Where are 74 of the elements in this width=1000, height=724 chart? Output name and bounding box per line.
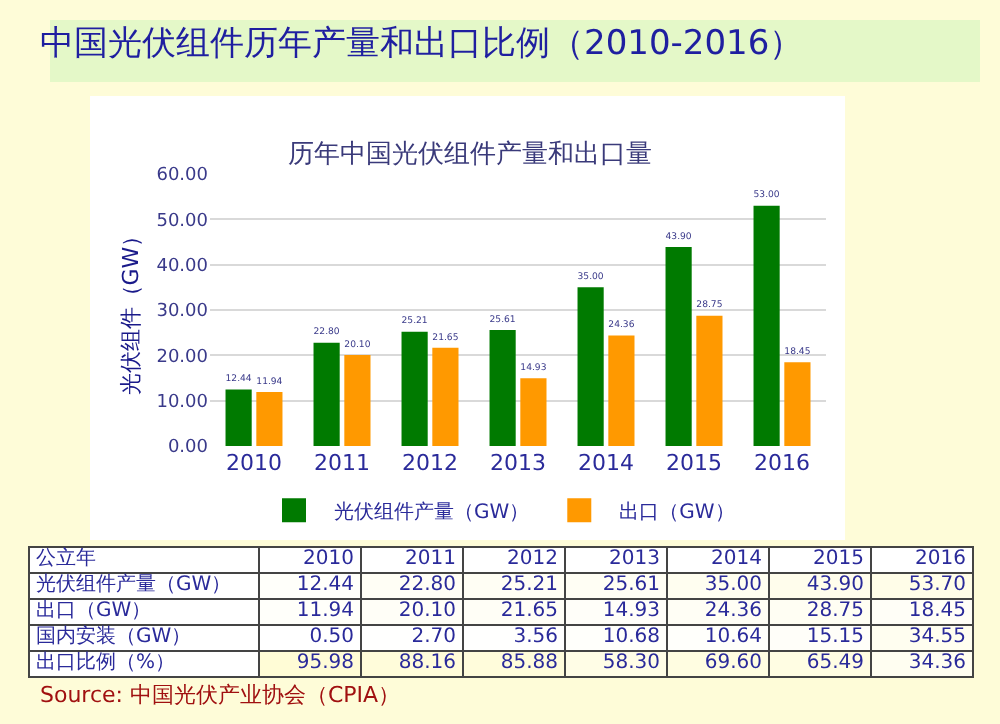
data-label: 14.93 — [565, 599, 667, 625]
chart-title: 中国光伏组件历年产量和出口比例（2010-2016） — [40, 23, 804, 64]
x-tick-label: 2010 — [259, 547, 361, 573]
data-label: 0.50 — [259, 625, 361, 651]
y-tick-label: 出口比例（%） — [29, 651, 259, 677]
data-label: 2.70 — [361, 625, 463, 651]
data-label: 65.49 — [769, 651, 871, 677]
y-tick-label: 出口（GW） — [29, 599, 259, 625]
y-tick-label: 30.00 — [156, 302, 209, 323]
data-label: 28.75 — [769, 599, 871, 625]
data-label: 15.15 — [769, 625, 871, 651]
chart-subtitle: 历年中国光伏组件产量和出口量 — [288, 140, 652, 170]
y-tick-label: 10.00 — [156, 392, 209, 413]
data-label: 18.45 — [871, 599, 973, 625]
data-label: 95.98 — [259, 651, 361, 677]
data-label: 34.36 — [871, 651, 973, 677]
y-tick-label: 0.00 — [167, 438, 209, 459]
data-label: 3.56 — [463, 625, 565, 651]
y-tick-label: 40.00 — [156, 256, 209, 277]
x-tick-label: 2012 — [463, 547, 565, 573]
x-tick-label: 2015 — [769, 547, 871, 573]
data-label: 34.55 — [871, 625, 973, 651]
x-tick-label: 2016 — [754, 450, 810, 476]
y-axis-title: 光伏组件（GW） — [117, 224, 144, 396]
x-tick-label: 2014 — [578, 450, 634, 476]
bar — [608, 335, 635, 446]
data-label: 85.88 — [463, 651, 565, 677]
data-label: 12.44 — [259, 573, 361, 599]
data-label: 43.90 — [769, 573, 871, 599]
legend-label: 光伏组件产量（GW） — [334, 500, 530, 525]
x-tick-label: 2014 — [667, 547, 769, 573]
data-label: 10.64 — [667, 625, 769, 651]
x-tick-label: 2016 — [871, 547, 973, 573]
source-note: Source: 中国光伏产业协会（CPIA） — [40, 682, 401, 710]
data-label: 25.21 — [463, 573, 565, 599]
x-tick-label: 2013 — [490, 450, 546, 476]
data-label: 20.10 — [361, 599, 463, 625]
x-tick-label: 2015 — [666, 450, 722, 476]
y-tick-label: 50.00 — [156, 211, 209, 232]
bar — [784, 362, 811, 446]
bar — [520, 378, 547, 446]
data-label: 35.00 — [667, 573, 769, 599]
y-tick-label: 国内安装（GW） — [29, 625, 259, 651]
data-label: 21.65 — [463, 599, 565, 625]
bar — [489, 329, 516, 446]
x-tick-label: 2012 — [402, 450, 458, 476]
y-tick-label: 60.00 — [156, 166, 209, 187]
bar — [313, 342, 340, 446]
y-tick-label: 光伏组件产量（GW） — [29, 573, 259, 599]
bar — [344, 354, 371, 446]
bar — [225, 389, 252, 446]
bar — [256, 391, 283, 446]
x-tick-label: 2013 — [565, 547, 667, 573]
data-label: 22.80 — [361, 573, 463, 599]
bar — [577, 287, 604, 446]
x-tick-label: 2011 — [361, 547, 463, 573]
data-label: 24.36 — [667, 599, 769, 625]
data-label: 25.61 — [565, 573, 667, 599]
legend-label: 出口（GW） — [619, 500, 735, 525]
data-label: 69.60 — [667, 651, 769, 677]
data-label: 53.70 — [871, 573, 973, 599]
bar — [696, 315, 723, 446]
x-tick-label: 2011 — [314, 450, 370, 476]
bar — [665, 246, 692, 446]
x-axis-title: 公立年 — [29, 547, 259, 573]
bar — [432, 347, 459, 446]
data-label: 11.94 — [259, 599, 361, 625]
bar — [401, 331, 428, 446]
data-label: 10.68 — [565, 625, 667, 651]
bar — [753, 205, 780, 446]
y-tick-label: 20.00 — [156, 347, 209, 368]
data-label: 58.30 — [565, 651, 667, 677]
x-tick-label: 2010 — [226, 450, 282, 476]
data-label: 88.16 — [361, 651, 463, 677]
